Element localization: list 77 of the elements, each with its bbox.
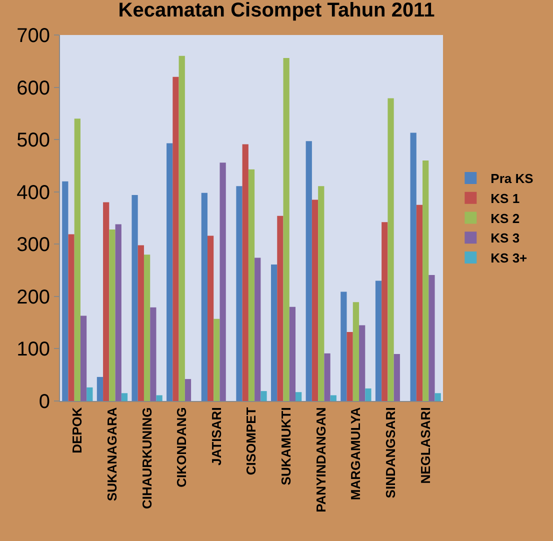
bar <box>422 160 429 401</box>
legend-label: KS 2 <box>490 210 520 226</box>
bar <box>340 292 347 401</box>
x-tick-label: CISOMPET <box>244 407 259 476</box>
x-tick-label: MARGAMULYA <box>348 406 364 500</box>
bar <box>283 58 290 401</box>
x-tick-label: SINDANGSARI <box>382 407 398 498</box>
legend-label: KS 3 <box>490 230 520 246</box>
legend-label: KS 1 <box>490 190 520 206</box>
bar <box>207 236 214 401</box>
bar <box>277 216 284 401</box>
bar <box>428 274 435 401</box>
bar <box>132 194 138 401</box>
x-tick-label: DEPOK <box>70 406 85 454</box>
y-tick-label: 600 <box>16 77 50 100</box>
y-tick-label: 200 <box>16 286 50 308</box>
bar <box>201 192 208 401</box>
x-tick-label: CIKONDANG <box>174 407 190 488</box>
bar <box>62 181 68 401</box>
bar <box>156 395 162 401</box>
legend-label: KS 3+ <box>490 250 528 266</box>
bar <box>220 162 226 401</box>
bar <box>318 186 324 401</box>
bar <box>416 204 423 401</box>
bar <box>410 132 416 401</box>
y-tick-label: 400 <box>16 182 50 204</box>
bar <box>178 56 185 401</box>
y-tick-label: 500 <box>16 130 50 152</box>
bar <box>394 354 400 401</box>
bar <box>144 254 150 401</box>
bar <box>388 98 394 401</box>
bar <box>121 393 128 401</box>
bar <box>324 353 330 401</box>
bar <box>289 306 296 401</box>
x-tick-label: JATISARI <box>208 407 224 466</box>
bar <box>80 316 87 401</box>
x-tick-label: SUKANAGARA <box>104 406 120 502</box>
bar <box>184 379 192 401</box>
bar <box>242 144 248 401</box>
bar <box>115 224 122 401</box>
bar <box>109 230 116 401</box>
bar <box>150 307 156 401</box>
bar <box>312 200 318 401</box>
bar <box>166 143 173 401</box>
bar <box>359 325 366 401</box>
chart-title: Kecamatan Cisompet Tahun 2011 <box>118 0 435 22</box>
x-tick-label: NEGLASARI <box>418 407 433 484</box>
bar <box>248 169 255 401</box>
bar <box>138 245 144 401</box>
y-tick-label: 0 <box>38 391 50 413</box>
bar <box>365 388 372 401</box>
x-tick-label: PANYINDANGAN <box>313 407 328 512</box>
bar <box>382 222 388 401</box>
y-tick-label: 300 <box>16 234 50 256</box>
bar <box>214 318 220 401</box>
legend-label: Pra KS <box>490 171 534 186</box>
bar <box>352 302 360 401</box>
bar <box>254 258 261 401</box>
bar <box>68 234 74 401</box>
y-tick-label: 700 <box>16 25 50 47</box>
bar <box>271 264 278 401</box>
bar <box>236 186 242 401</box>
bar <box>74 118 80 401</box>
bar <box>96 376 104 401</box>
bar <box>103 202 110 401</box>
bar <box>296 392 302 401</box>
x-tick-label: CIHAURKUNING <box>139 407 154 510</box>
bar <box>306 141 312 401</box>
y-tick-label: 100 <box>16 338 50 361</box>
bar <box>346 332 353 401</box>
bar <box>86 387 93 401</box>
bar <box>260 391 267 401</box>
bar <box>434 393 441 401</box>
bar <box>375 280 382 401</box>
bar <box>330 395 336 401</box>
bar <box>172 76 179 401</box>
x-tick-label: SUKAMUKTI <box>278 407 294 486</box>
